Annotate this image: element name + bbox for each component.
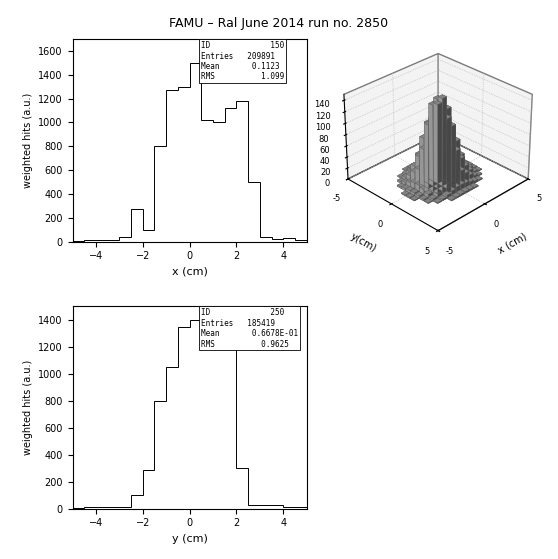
Text: ID             250
Entries   185419
Mean       0.6678E-01
RMS          0.9625: ID 250 Entries 185419 Mean 0.6678E-01 RM… — [201, 309, 299, 348]
Y-axis label: weighted hits (a.u.): weighted hits (a.u.) — [23, 360, 32, 455]
Text: ID             150
Entries   209891
Mean       0.1123
RMS          1.099: ID 150 Entries 209891 Mean 0.1123 RMS 1.… — [201, 41, 285, 82]
X-axis label: y (cm): y (cm) — [172, 534, 208, 544]
Y-axis label: weighted hits (a.u.): weighted hits (a.u.) — [23, 93, 32, 188]
Y-axis label: y(cm): y(cm) — [349, 232, 378, 254]
X-axis label: x (cm): x (cm) — [172, 267, 208, 277]
X-axis label: x (cm): x (cm) — [497, 231, 528, 255]
Text: FAMU – Ral June 2014 run no. 2850: FAMU – Ral June 2014 run no. 2850 — [170, 17, 388, 30]
